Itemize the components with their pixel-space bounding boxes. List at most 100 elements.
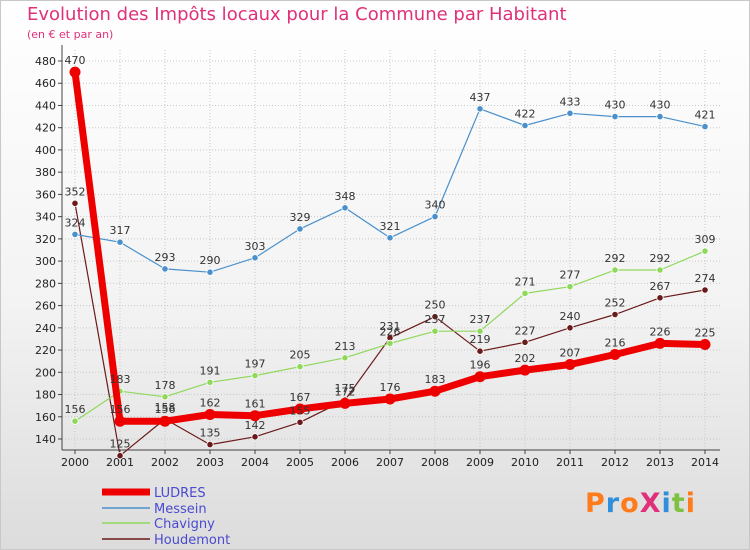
- data-label-ludres: 167: [290, 391, 311, 404]
- data-label-houdemont: 267: [650, 280, 671, 293]
- data-point-messein: [386, 234, 394, 242]
- data-label-chavigny: 309: [695, 233, 716, 246]
- data-label-houdemont: 158: [155, 401, 176, 414]
- logo-letter: i: [685, 488, 696, 519]
- y-tick-label: 180: [35, 389, 56, 402]
- data-point-houdemont: [206, 440, 214, 449]
- y-tick-label: 340: [35, 211, 56, 224]
- y-tick-label: 240: [35, 322, 56, 335]
- data-label-ludres: 207: [560, 347, 581, 360]
- data-label-messein: 340: [425, 199, 446, 212]
- y-tick-label: 260: [35, 300, 56, 313]
- data-label-chavigny: 237: [425, 313, 446, 326]
- y-tick-label: 440: [35, 99, 56, 112]
- data-label-messein: 329: [290, 211, 311, 224]
- data-label-ludres: 183: [425, 373, 446, 386]
- legend-label-houdemont: Houdemont: [154, 533, 230, 548]
- data-label-ludres: 216: [605, 337, 626, 350]
- data-point-ludres: [294, 403, 306, 415]
- y-tick-label: 400: [35, 144, 56, 157]
- data-label-messein: 421: [695, 109, 716, 122]
- y-tick-label: 220: [35, 344, 56, 357]
- data-point-messein: [521, 121, 529, 130]
- data-point-messein: [611, 113, 619, 121]
- x-tick-label: 2008: [421, 456, 449, 469]
- logo-letter: i: [661, 488, 672, 519]
- data-label-messein: 433: [560, 95, 581, 108]
- data-point-houdemont: [701, 286, 709, 294]
- data-point-messein: [566, 109, 574, 117]
- data-point-ludres: [114, 415, 126, 427]
- data-point-ludres: [699, 339, 711, 350]
- data-point-ludres: [384, 393, 396, 405]
- data-point-chavigny: [611, 266, 619, 274]
- data-label-houdemont: 155: [290, 404, 311, 417]
- data-label-ludres: 202: [515, 352, 536, 365]
- data-point-chavigny: [656, 266, 664, 274]
- data-label-ludres: 156: [110, 403, 131, 416]
- data-label-houdemont: 231: [380, 320, 401, 333]
- data-label-messein: 317: [110, 224, 131, 237]
- data-label-chavigny: 277: [560, 269, 581, 282]
- data-point-houdemont: [611, 310, 619, 319]
- data-point-ludres: [609, 349, 621, 360]
- data-label-messein: 348: [335, 190, 356, 203]
- data-point-chavigny: [341, 354, 349, 362]
- data-point-messein: [206, 268, 214, 276]
- data-point-houdemont: [566, 324, 574, 332]
- data-label-chavigny: 226: [380, 325, 401, 338]
- data-point-houdemont: [521, 338, 529, 346]
- data-point-ludres: [519, 364, 531, 376]
- data-label-messein: 430: [650, 99, 671, 112]
- x-tick-label: 2001: [106, 456, 134, 469]
- axes: [58, 45, 720, 454]
- legend-label-ludres: LUDRES: [154, 486, 206, 501]
- data-point-houdemont: [116, 452, 124, 460]
- data-label-houdemont: 135: [200, 427, 221, 440]
- data-label-messein: 303: [245, 240, 266, 253]
- y-tick-label: 460: [35, 77, 56, 90]
- data-label-ludres: 226: [650, 325, 671, 338]
- data-label-ludres: 161: [245, 398, 266, 411]
- data-label-ludres: 176: [380, 381, 401, 394]
- data-point-houdemont: [251, 433, 259, 441]
- data-point-houdemont: [71, 199, 79, 207]
- data-label-chavigny: 197: [245, 358, 266, 371]
- data-point-houdemont: [431, 313, 439, 321]
- data-label-houdemont: 125: [110, 438, 131, 451]
- data-point-messein: [251, 254, 259, 262]
- chart-subtitle: (en € et par an): [27, 28, 114, 41]
- data-point-chavigny: [701, 247, 709, 255]
- data-label-messein: 422: [515, 108, 536, 121]
- data-point-messein: [431, 213, 439, 221]
- data-point-messein: [476, 105, 484, 113]
- data-label-ludres: 225: [695, 327, 716, 340]
- data-point-ludres: [564, 359, 576, 370]
- x-tick-labels: 2000 2001 2002 2003 2004 2005 2006 2007 2008 2009…: [61, 456, 719, 469]
- x-tick-label: 2004: [241, 456, 269, 469]
- data-label-messein: 430: [605, 99, 626, 112]
- data-point-messein: [116, 238, 124, 246]
- proxiti-logo: ProXiti: [585, 488, 696, 519]
- data-label-messein: 290: [200, 254, 221, 267]
- data-label-houdemont: 352: [65, 185, 86, 198]
- data-label-houdemont: 250: [425, 299, 446, 312]
- x-tick-label: 2009: [466, 456, 494, 469]
- logo-letter: o: [620, 488, 640, 519]
- x-tick-label: 2011: [556, 456, 584, 469]
- data-point-chavigny: [386, 339, 394, 347]
- data-point-messein: [296, 225, 304, 233]
- data-labels: 470 156 156 162 161 167 172 176 183 196 202 207 216 2…: [65, 54, 716, 451]
- data-label-messein: 324: [65, 216, 86, 229]
- chart-title: Evolution des Impôts locaux pour la Comm…: [27, 4, 567, 25]
- y-tick-label: 300: [35, 255, 56, 268]
- data-point-ludres: [474, 371, 486, 383]
- data-point-messein: [701, 123, 709, 131]
- data-point-messein: [161, 265, 169, 273]
- x-tick-label: 2010: [511, 456, 539, 469]
- y-tick-label: 420: [35, 122, 56, 135]
- data-label-houdemont: 219: [470, 333, 491, 346]
- y-tick-label: 480: [35, 55, 56, 68]
- y-tick-label: 280: [35, 277, 56, 290]
